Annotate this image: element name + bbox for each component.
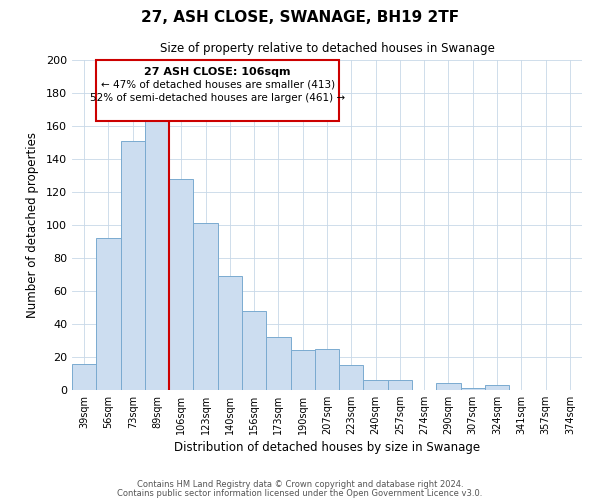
- Bar: [339, 365, 364, 390]
- X-axis label: Distribution of detached houses by size in Swanage: Distribution of detached houses by size …: [174, 442, 480, 454]
- Bar: [218, 276, 242, 390]
- Bar: [436, 384, 461, 390]
- Text: Contains HM Land Registry data © Crown copyright and database right 2024.: Contains HM Land Registry data © Crown c…: [137, 480, 463, 489]
- Bar: [242, 311, 266, 390]
- Bar: [145, 118, 169, 390]
- Bar: [485, 385, 509, 390]
- Bar: [290, 350, 315, 390]
- Bar: [315, 349, 339, 390]
- Bar: [266, 337, 290, 390]
- Text: 27 ASH CLOSE: 106sqm: 27 ASH CLOSE: 106sqm: [145, 66, 291, 76]
- Bar: [96, 238, 121, 390]
- Bar: [388, 380, 412, 390]
- Bar: [72, 364, 96, 390]
- Text: 52% of semi-detached houses are larger (461) →: 52% of semi-detached houses are larger (…: [90, 93, 345, 103]
- FancyBboxPatch shape: [96, 60, 339, 121]
- Text: ← 47% of detached houses are smaller (413): ← 47% of detached houses are smaller (41…: [101, 80, 335, 90]
- Bar: [193, 224, 218, 390]
- Bar: [169, 179, 193, 390]
- Text: 27, ASH CLOSE, SWANAGE, BH19 2TF: 27, ASH CLOSE, SWANAGE, BH19 2TF: [141, 10, 459, 25]
- Text: Contains public sector information licensed under the Open Government Licence v3: Contains public sector information licen…: [118, 488, 482, 498]
- Bar: [364, 380, 388, 390]
- Title: Size of property relative to detached houses in Swanage: Size of property relative to detached ho…: [160, 42, 494, 54]
- Y-axis label: Number of detached properties: Number of detached properties: [26, 132, 39, 318]
- Bar: [461, 388, 485, 390]
- Bar: [121, 141, 145, 390]
